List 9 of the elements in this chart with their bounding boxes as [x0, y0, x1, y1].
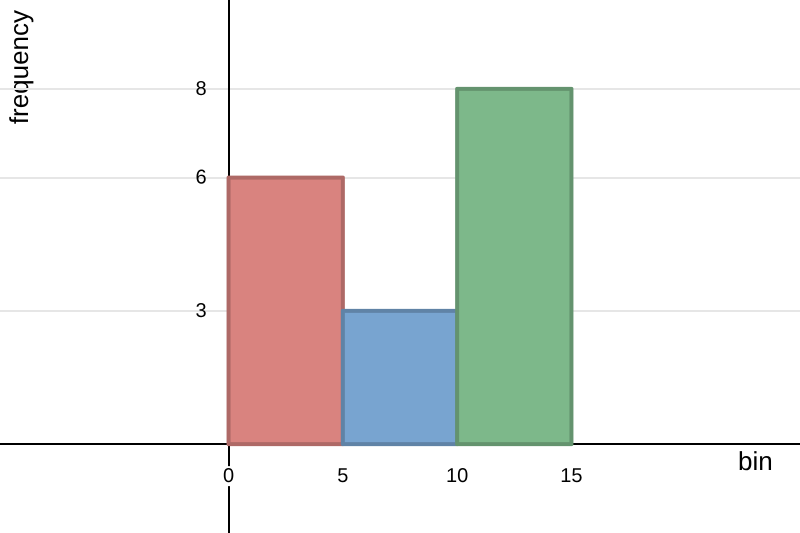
x-tick-label: 15 [560, 465, 583, 488]
y-tick-label: 8 [195, 78, 207, 100]
y-tick-label: 6 [195, 166, 207, 189]
y-tick-label: 3 [195, 300, 207, 322]
x-tick-label: 5 [337, 465, 348, 488]
y-axis-title: frequency [4, 10, 34, 124]
x-tick-label: 10 [446, 465, 468, 488]
x-axis-title: bin [738, 446, 773, 476]
x-tick-label: 0 [223, 465, 234, 488]
